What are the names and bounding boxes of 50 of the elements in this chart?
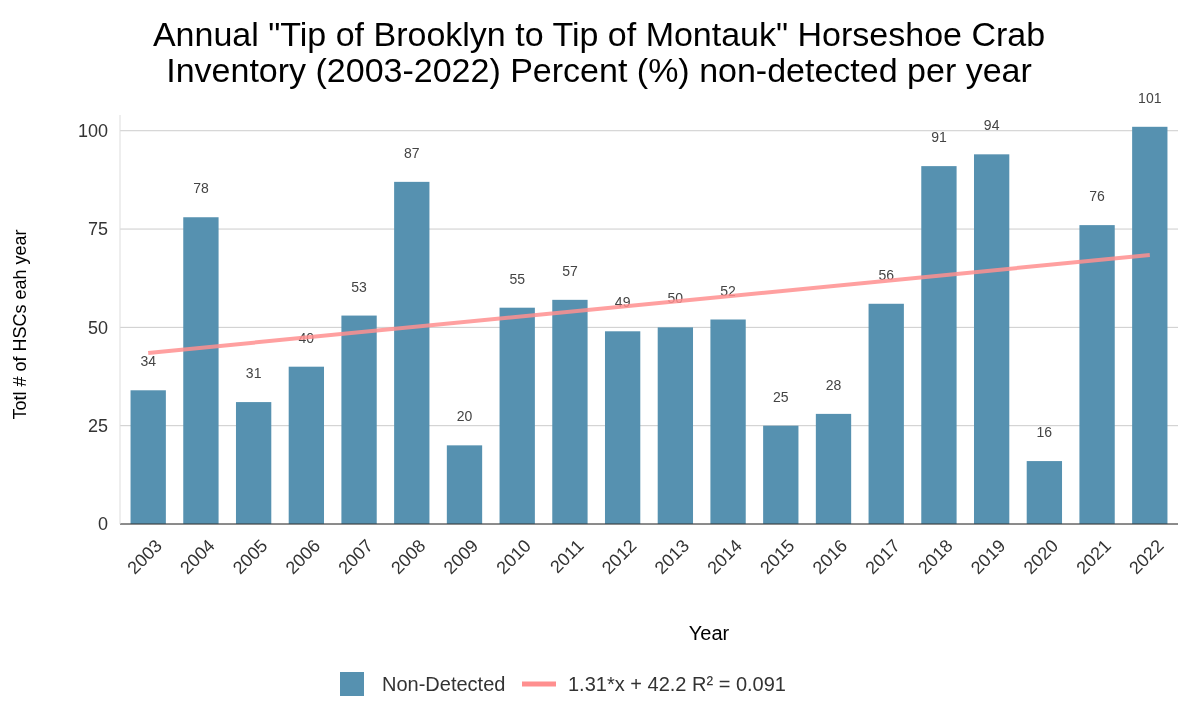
bar	[710, 319, 746, 524]
bar	[130, 390, 166, 524]
data-label: 40	[298, 329, 315, 346]
bar	[921, 166, 957, 524]
data-label: 53	[351, 278, 368, 295]
data-label: 57	[562, 262, 578, 279]
bar	[657, 327, 694, 524]
data-label: 25	[773, 388, 789, 405]
data-label: 52	[720, 282, 737, 299]
bar	[973, 154, 1010, 524]
bar	[604, 331, 641, 524]
y-tick-label: 50	[87, 317, 108, 338]
legend-label: 1.31*x + 42.2 R² = 0.091	[568, 673, 786, 695]
bar	[288, 366, 325, 524]
bar	[1079, 225, 1115, 524]
data-label: 91	[931, 129, 947, 146]
data-label: 76	[1089, 188, 1106, 205]
bar	[763, 425, 799, 524]
data-label: 16	[1036, 424, 1053, 441]
data-label: 31	[245, 365, 262, 382]
data-label: 28	[825, 376, 842, 393]
bar	[1132, 126, 1168, 524]
y-tick-label: 100	[77, 121, 108, 142]
chart-title: Annual "Tip of Brooklyn to Tip of Montauk" Horseshoe Crab Inventory (2003-2022) Percent (%) non-detected per year	[152, 15, 1046, 89]
data-label: 20	[456, 408, 473, 425]
data-label: 87	[403, 144, 420, 161]
data-label: 34	[140, 353, 157, 370]
bar	[552, 299, 588, 524]
bar	[446, 445, 483, 524]
data-label: 50	[667, 290, 684, 307]
y-tick-label: 0	[97, 514, 108, 535]
bar	[341, 315, 377, 524]
y-tick-label: 25	[87, 415, 108, 436]
data-label: 101	[1138, 89, 1162, 106]
bar	[1026, 461, 1063, 524]
bar	[815, 413, 852, 524]
data-label: 49	[614, 294, 631, 311]
bar	[868, 303, 904, 524]
x-axis-title: Year	[688, 622, 730, 644]
bar	[235, 402, 272, 524]
bar	[394, 181, 430, 524]
y-tick-label: 75	[87, 219, 108, 240]
data-label: 55	[509, 270, 526, 287]
bar	[499, 307, 535, 524]
data-label: 94	[983, 117, 1000, 134]
data-label: 78	[193, 180, 209, 197]
y-axis-title: Totl # of HSCs eah year	[10, 229, 30, 420]
legend-label: Non-Detected	[382, 673, 506, 695]
data-label: 56	[878, 266, 895, 283]
bar	[183, 217, 219, 524]
